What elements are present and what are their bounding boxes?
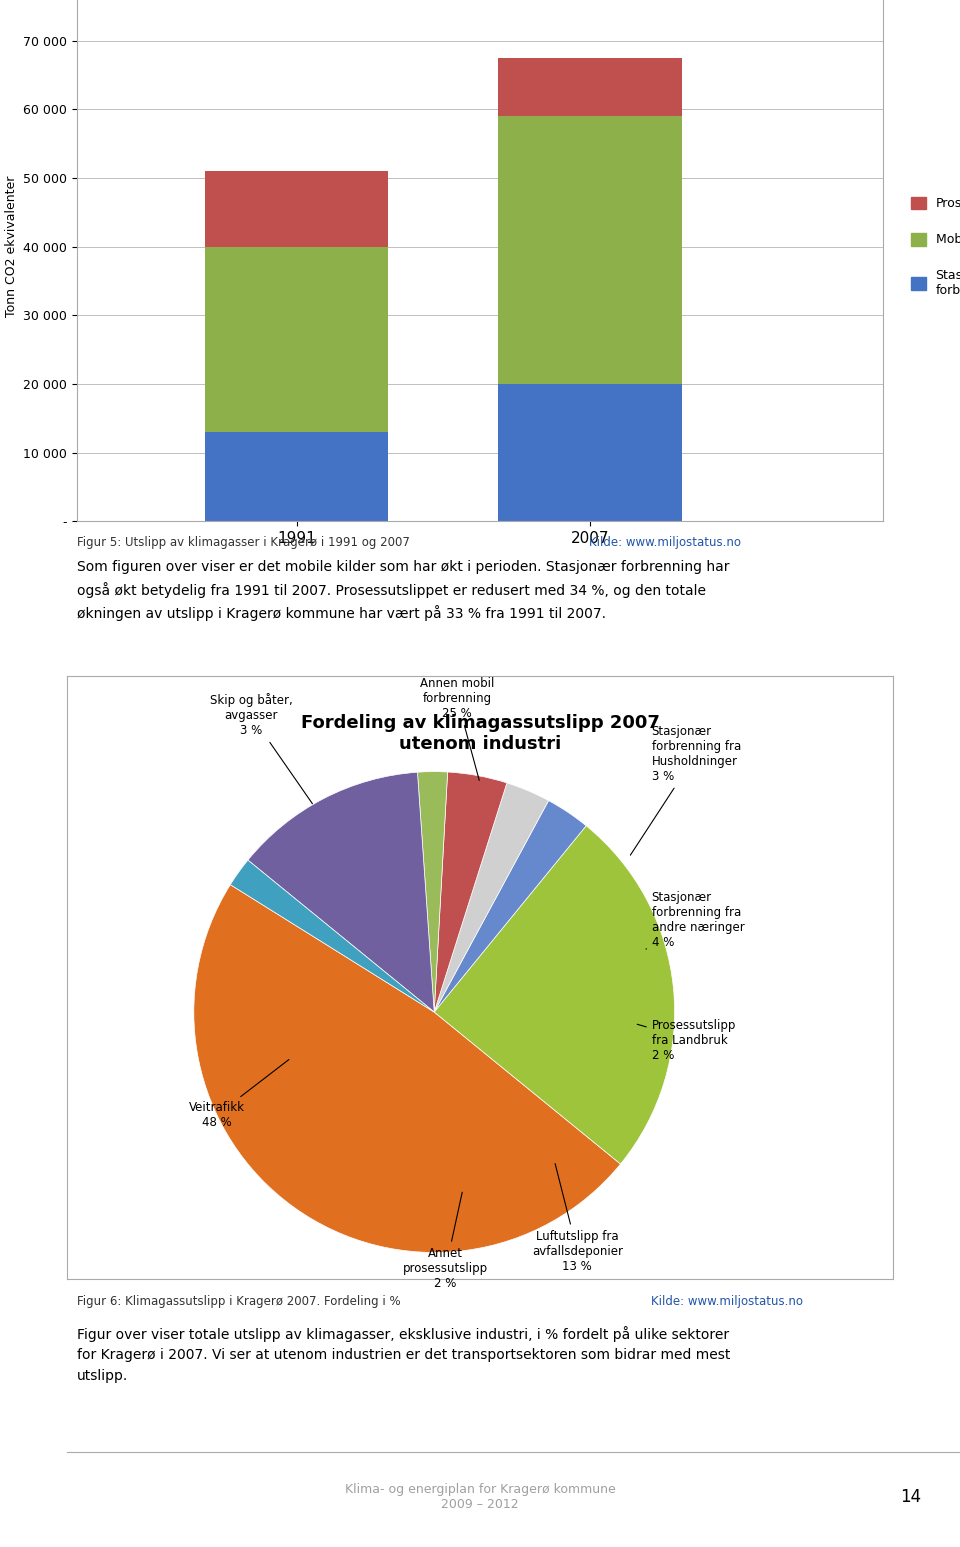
Text: Kilde: www.miljostatus.no: Kilde: www.miljostatus.no [651,1295,803,1307]
Text: Annen mobil
forbrenning
25 %: Annen mobil forbrenning 25 % [420,678,494,780]
Text: Figur over viser totale utslipp av klimagasser, eksklusive industri, i % fordelt: Figur over viser totale utslipp av klima… [77,1326,731,1383]
Bar [498,116,682,384]
Y-axis label: Tonn CO2 ekvivalenter: Tonn CO2 ekvivalenter [5,176,17,317]
Text: Stasjonær
forbrenning fra
Husholdninger
3 %: Stasjonær forbrenning fra Husholdninger … [631,726,741,855]
Bar [498,57,682,116]
Bar [205,246,389,432]
Text: Kilde: www.miljostatus.no: Kilde: www.miljostatus.no [589,537,741,549]
Text: Veitrafikk
48 %: Veitrafikk 48 % [189,1060,289,1129]
Wedge shape [434,772,507,1012]
Text: Klima- og energiplan for Kragerø kommune
2009 – 2012: Klima- og energiplan for Kragerø kommune… [345,1482,615,1511]
Text: Stasjonær
forbrenning fra
andre næringer
4 %: Stasjonær forbrenning fra andre næringer… [646,891,744,950]
Text: Figur 5: Utslipp av klimagasser i Kragerø i 1991 og 2007: Figur 5: Utslipp av klimagasser i Krager… [77,537,410,549]
Text: Annet
prosessutslipp
2 %: Annet prosessutslipp 2 % [403,1193,489,1290]
Text: Prosessutslipp
fra Landbruk
2 %: Prosessutslipp fra Landbruk 2 % [637,1019,736,1063]
Wedge shape [434,801,587,1012]
Legend: Prosessutslipp, Mobile kilder, Stasjonær
forbrenning: Prosessutslipp, Mobile kilder, Stasjonær… [905,192,960,302]
Text: 14: 14 [900,1488,922,1505]
Text: Skip og båter,
avgasser
3 %: Skip og båter, avgasser 3 % [209,693,312,804]
Text: Som figuren over viser er det mobile kilder som har økt i perioden. Stasjonær fo: Som figuren over viser er det mobile kil… [77,560,730,622]
Wedge shape [434,826,675,1163]
Text: Luftutslipp fra
avfallsdeponier
13 %: Luftutslipp fra avfallsdeponier 13 % [532,1163,623,1273]
Bar [498,384,682,521]
Wedge shape [418,772,447,1012]
Wedge shape [434,783,548,1012]
Bar [205,432,389,521]
Bar [205,172,389,246]
Wedge shape [230,860,434,1012]
Text: Figur 6: Klimagassutslipp i Kragerø 2007. Fordeling i %: Figur 6: Klimagassutslipp i Kragerø 2007… [77,1295,400,1307]
Wedge shape [194,885,620,1253]
Wedge shape [248,772,434,1012]
Text: Fordeling av klimagassutslipp 2007
utenom industri: Fordeling av klimagassutslipp 2007 uteno… [300,715,660,753]
